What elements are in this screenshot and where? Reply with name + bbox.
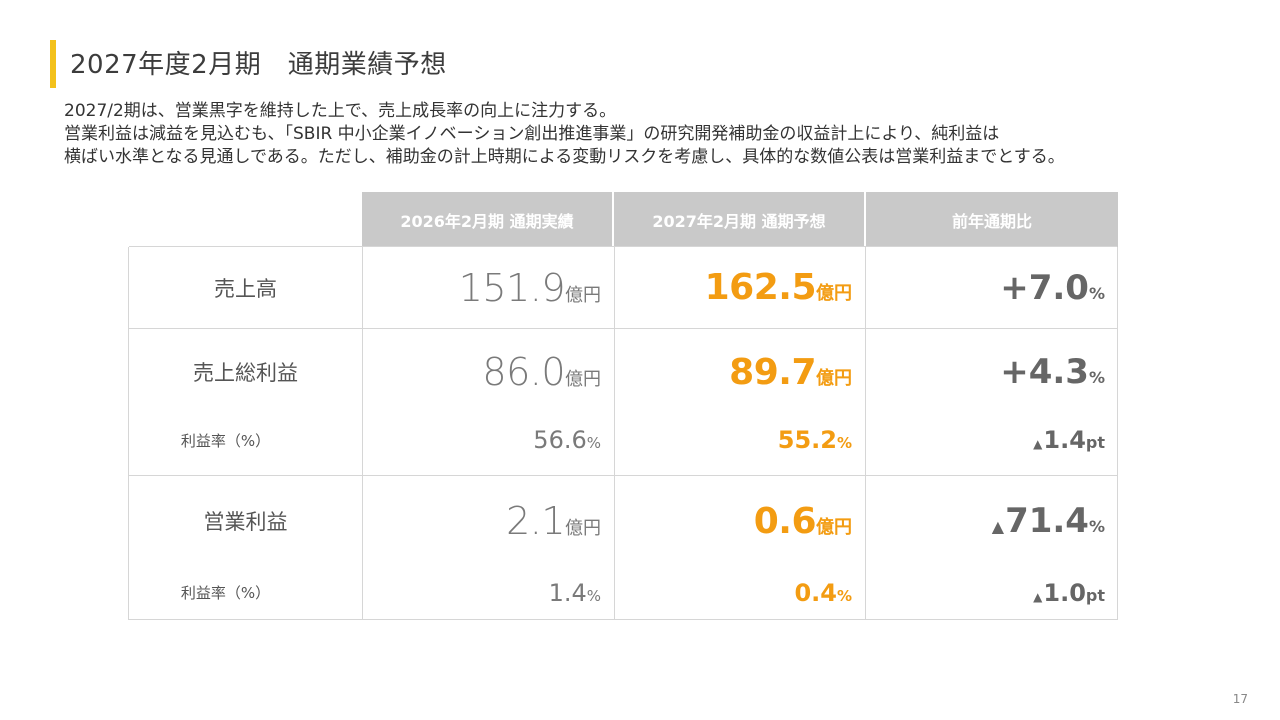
gross-profit-forecast: 89.7 bbox=[729, 351, 816, 393]
gross-margin-change: 1.4 bbox=[1043, 426, 1086, 454]
operating-profit-actual: 2.1 bbox=[506, 499, 565, 543]
triangle-icon: ▲ bbox=[991, 517, 1005, 536]
operating-profit-change: 71.4 bbox=[1005, 501, 1089, 541]
gross-profit-change-unit: % bbox=[1088, 368, 1105, 387]
gross-profit-actual: 86.0 bbox=[482, 350, 565, 394]
operating-profit-label: 営業利益 bbox=[203, 510, 288, 534]
triangle-icon: ▲ bbox=[1033, 437, 1043, 451]
operating-margin-label: 利益率（%） bbox=[180, 584, 271, 602]
gross-margin-forecast-unit: % bbox=[836, 434, 852, 452]
operating-margin-change-unit: pt bbox=[1085, 585, 1105, 605]
operating-margin-forecast: 0.4 bbox=[794, 578, 837, 607]
sales-change-unit: % bbox=[1088, 283, 1105, 303]
operating-profit-change-unit: % bbox=[1088, 517, 1105, 536]
operating-margin-actual-unit: % bbox=[586, 586, 601, 605]
gross-margin-actual-unit: % bbox=[586, 434, 601, 452]
table-header: 2026年2月期 通期実績 2027年2月期 通期予想 前年通期比 bbox=[128, 192, 1118, 247]
forecast-table: 2026年2月期 通期実績 2027年2月期 通期予想 前年通期比 売上高 15… bbox=[128, 192, 1118, 620]
header-forecast: 2027年2月期 通期予想 bbox=[614, 192, 864, 247]
page-number: 17 bbox=[1232, 692, 1248, 706]
operating-margin-change: 1.0 bbox=[1043, 578, 1086, 607]
operating-profit-actual-unit: 億円 bbox=[565, 518, 601, 539]
sales-actual: 151.9 bbox=[458, 265, 566, 310]
gross-margin-label: 利益率（%） bbox=[180, 431, 271, 450]
page-title: 2027年度2月期 通期業績予想 bbox=[70, 50, 447, 80]
description-line-1: 2027/2期は、営業黒字を維持した上で、売上成長率の向上に注力する。 bbox=[64, 101, 617, 121]
description: 2027/2期は、営業黒字を維持した上で、売上成長率の向上に注力する。 営業利益… bbox=[64, 100, 1065, 169]
operating-profit-forecast: 0.6 bbox=[753, 500, 817, 542]
gross-margin-forecast: 55.2 bbox=[777, 426, 837, 454]
sales-forecast: 162.5 bbox=[704, 267, 817, 308]
gross-margin-actual: 56.6 bbox=[533, 426, 587, 454]
sales-forecast-unit: 億円 bbox=[816, 283, 852, 304]
sales-actual-unit: 億円 bbox=[565, 284, 601, 306]
row-sales: 売上高 151.9 億円 162.5 億円 +7.0% bbox=[129, 247, 1117, 329]
triangle-icon: ▲ bbox=[1033, 589, 1043, 604]
title-accent-bar bbox=[50, 40, 56, 88]
gross-profit-forecast-unit: 億円 bbox=[816, 367, 852, 389]
gross-profit-label: 売上総利益 bbox=[193, 361, 298, 385]
gross-margin-change-unit: pt bbox=[1085, 433, 1105, 452]
operating-margin-actual: 1.4 bbox=[548, 578, 587, 607]
operating-profit-forecast-unit: 億円 bbox=[816, 516, 852, 538]
gross-profit-change: +4.3 bbox=[1000, 352, 1089, 392]
row-gross-profit: 売上総利益 86.0 億円 89.7 億円 +4.3% 利益率（%） 56.6% 5… bbox=[129, 329, 1117, 476]
gross-profit-actual-unit: 億円 bbox=[565, 369, 601, 390]
header-change: 前年通期比 bbox=[866, 192, 1118, 247]
header-actual: 2026年2月期 通期実績 bbox=[362, 192, 612, 247]
sales-change: +7.0 bbox=[1000, 267, 1089, 308]
description-line-3: 横ばい水準となる見通しである。ただし、補助金の計上時期による変動リスクを考慮し、… bbox=[64, 147, 1065, 167]
operating-margin-forecast-unit: % bbox=[836, 586, 852, 605]
sales-label: 売上高 bbox=[214, 276, 277, 301]
row-operating-profit: 営業利益 2.1 億円 0.6 億円 ▲ 71.4% 利益率（%） 1.4% 0.4%… bbox=[129, 476, 1117, 619]
description-line-2: 営業利益は減益を見込むも、「SBIR 中小企業イノベーション創出推進事業」の研究… bbox=[64, 124, 1000, 144]
table-body: 売上高 151.9 億円 162.5 億円 +7.0% 売上総利益 86.0 億円 8… bbox=[128, 246, 1118, 620]
